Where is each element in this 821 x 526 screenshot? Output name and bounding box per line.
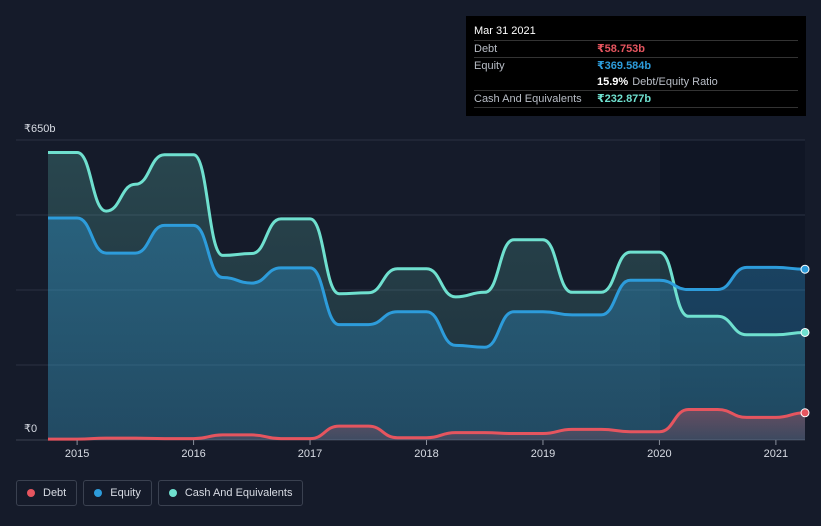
equity-end-point [800,264,810,274]
y-axis-top-label: ₹650b [24,123,55,135]
series-end-markers [800,264,810,418]
tooltip-equity-value: ₹369.584b [597,60,652,72]
x-tick-label: 2021 [764,448,788,460]
tooltip-ratio-label: Debt/Equity Ratio [632,76,718,88]
equity-area [48,218,805,440]
legend-dot-debt [27,489,35,497]
tooltip-debt-value: ₹58.753b [597,43,646,55]
x-tick-label: 2016 [181,448,205,460]
tooltip-date: Mar 31 2021 [474,22,798,41]
tooltip-cash-label: Cash And Equivalents [474,93,582,105]
chart-legend: Debt Equity Cash And Equivalents [16,480,304,506]
x-tick-label: 2019 [531,448,555,460]
tooltip-cash-row: Cash And Equivalents ₹232.877b [474,91,798,108]
cash-end-point [800,327,810,337]
legend-label-debt: Debt [43,487,67,499]
legend-dot-cash [168,489,177,497]
series-areas [48,152,805,440]
equity-line [48,216,806,349]
x-axis-ticks: 2015 2016 2017 2018 2019 2020 2021 [65,440,788,460]
x-tick-label: 2015 [65,448,89,460]
y-axis-bottom-label: ₹0 [24,423,37,435]
legend-label-cash: Cash And Equivalents [184,487,293,499]
tooltip-debt-row: Debt ₹58.753b [474,41,798,58]
debt-line [48,408,806,441]
hover-tooltip: Mar 31 2021 Debt ₹58.753b Equity ₹369.58… [466,16,806,116]
legend-label-equity: Equity [110,487,141,499]
legend-item-equity[interactable]: Equity [83,480,152,506]
x-tick-label: 2018 [414,448,438,460]
legend-item-cash[interactable]: Cash And Equivalents [157,480,304,506]
tooltip-ratio-value: 15.9% [597,76,629,88]
tooltip-equity-label: Equity [474,60,505,72]
tooltip-cash-value: ₹232.877b [597,93,652,105]
debt-end-point [800,408,810,418]
tooltip-equity-row: Equity ₹369.584b [474,58,798,74]
series-lines [48,150,806,441]
tooltip-debt-label: Debt [474,43,498,55]
x-tick-label: 2017 [298,448,322,460]
tooltip-ratio-row: 15.9% Debt/Equity Ratio [474,74,798,91]
legend-item-debt[interactable]: Debt [16,480,78,506]
legend-dot-equity [94,489,103,497]
debt-area [48,409,805,440]
x-tick-label: 2020 [647,448,671,460]
